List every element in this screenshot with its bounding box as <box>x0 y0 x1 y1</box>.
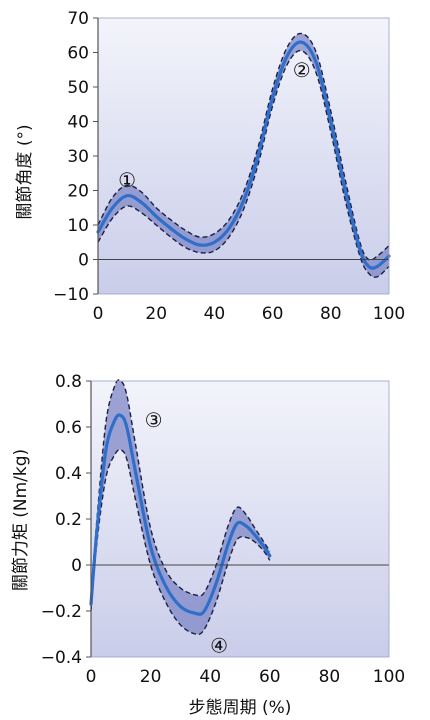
x-tick-label: 0 <box>86 667 97 687</box>
x-tick-label: 100 <box>373 304 405 324</box>
y-tick-label: 0.6 <box>55 418 82 438</box>
knee-moment-chart: −0.4 −0.2 0 0.2 0.4 0.6 0.8 0 20 40 60 80 100 ③ ④ 關節力… <box>11 372 405 718</box>
y-tick-label: 50 <box>67 78 89 98</box>
lower-envelope-line <box>90 449 271 636</box>
y-tick-label: 40 <box>67 113 89 133</box>
y-tick-label: 30 <box>67 147 89 167</box>
mean-line <box>89 413 272 616</box>
phase-annotation: ① <box>118 168 136 192</box>
y-tick-label: 20 <box>67 182 89 202</box>
y-tick-label: −0.2 <box>41 602 82 622</box>
x-tick-label: 0 <box>93 304 104 324</box>
y-tick-label: 0.8 <box>55 372 82 392</box>
y-axis-label: 關節角度 (°) <box>15 124 35 219</box>
x-tick-label: 20 <box>140 667 162 687</box>
x-tick-label: 80 <box>319 667 341 687</box>
phase-annotation: ② <box>293 58 311 82</box>
plot-area-background <box>98 18 389 294</box>
x-tick-label: 80 <box>320 304 342 324</box>
y-tick-label: 0.2 <box>55 510 82 530</box>
x-axis-label: 步態周期 (%) <box>189 698 292 718</box>
phase-annotation: ③ <box>145 408 163 432</box>
x-tick-label: 20 <box>145 304 167 324</box>
sd-band <box>91 379 270 635</box>
y-tick-label: 10 <box>67 216 89 236</box>
upper-envelope-line <box>90 379 271 598</box>
y-tick-label: 0 <box>71 556 82 576</box>
y-tick-label: 60 <box>67 44 89 64</box>
y-tick-label: 0.4 <box>55 464 82 484</box>
lower-envelope-line <box>97 49 390 278</box>
y-axis-label: 關節力矩 (Nm/kg) <box>11 449 31 591</box>
phase-annotation: ④ <box>210 634 228 658</box>
y-tick-label: 70 <box>67 9 89 29</box>
x-tick-label: 60 <box>259 667 281 687</box>
x-tick-label: 40 <box>199 667 221 687</box>
x-tick-label: 100 <box>373 667 405 687</box>
y-tick-label: −0.4 <box>41 648 82 668</box>
upper-envelope-line <box>97 32 390 261</box>
x-tick-label: 60 <box>262 304 284 324</box>
mean-line <box>96 40 391 270</box>
y-tick-label: 0 <box>78 251 89 271</box>
y-tick-label: −10 <box>53 285 89 305</box>
x-tick-label: 40 <box>204 304 226 324</box>
